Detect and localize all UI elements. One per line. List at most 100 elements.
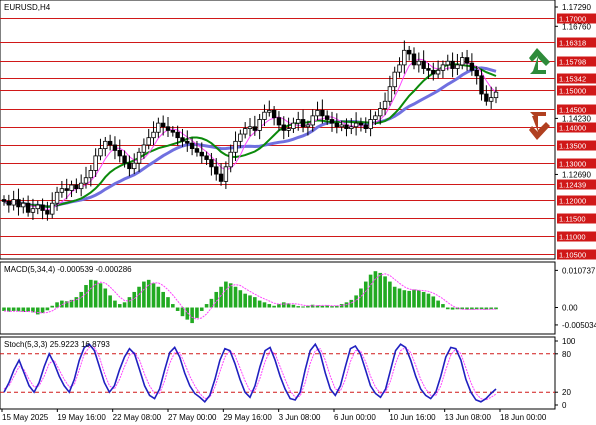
level-tag bbox=[557, 104, 596, 115]
candle-body bbox=[74, 184, 79, 190]
stoch-lines bbox=[0, 342, 555, 403]
macd-bar bbox=[60, 300, 64, 308]
macd-bar bbox=[315, 305, 320, 308]
macd-bar bbox=[55, 302, 59, 308]
candle-body bbox=[426, 68, 431, 71]
macd-bar bbox=[21, 307, 26, 313]
macd-bar bbox=[412, 289, 416, 308]
macd-bar bbox=[180, 307, 185, 317]
macd-bar bbox=[209, 298, 214, 308]
candle-body bbox=[402, 49, 407, 66]
candle-body bbox=[431, 69, 436, 75]
macd-bar bbox=[392, 286, 397, 308]
macd-bar bbox=[146, 279, 151, 308]
macd-bar bbox=[195, 307, 199, 318]
macd-bar bbox=[426, 293, 431, 308]
stoch-pane: Stoch(5,3,3) 25.9223 16.8793 bbox=[0, 336, 556, 410]
candle-body bbox=[40, 204, 45, 211]
macd-bar bbox=[397, 288, 402, 308]
macd-bar bbox=[373, 271, 378, 308]
level-lines bbox=[0, 18, 555, 255]
candle-body bbox=[479, 75, 484, 95]
macd-bar bbox=[224, 281, 228, 308]
macd-bar bbox=[98, 283, 103, 308]
candle-body bbox=[151, 131, 156, 139]
time-tick-label: 3 Jun 08:00 bbox=[279, 413, 321, 422]
macd-bar bbox=[484, 307, 489, 310]
ma-mid-line bbox=[3, 63, 497, 208]
up-arrow-icon bbox=[529, 48, 550, 74]
level-tag bbox=[557, 231, 596, 242]
candle-body bbox=[112, 144, 118, 151]
candle-body bbox=[25, 202, 31, 213]
candle-body bbox=[132, 162, 137, 170]
candle-body bbox=[329, 119, 335, 124]
stoch-k-line bbox=[3, 342, 497, 403]
macd-bar bbox=[199, 307, 204, 311]
macd-bar bbox=[277, 304, 281, 308]
level-tag bbox=[557, 73, 596, 84]
time-tick-label: 10 Jun 16:00 bbox=[389, 413, 436, 422]
candle-body bbox=[440, 64, 446, 71]
macd-bar bbox=[84, 285, 88, 308]
macd-bar bbox=[436, 300, 440, 308]
candles bbox=[1, 40, 499, 221]
macd-bar bbox=[354, 295, 358, 308]
macd-bar bbox=[137, 286, 141, 308]
candle-body bbox=[324, 115, 330, 120]
candle-body bbox=[136, 151, 142, 164]
time-tick-label: 19 May 16:00 bbox=[57, 413, 106, 422]
level-tag bbox=[557, 85, 596, 96]
price-axis: 1.17000 1.16318 1.15798 1.15342 1.15000 1.145… bbox=[555, 3, 596, 260]
candle-body bbox=[228, 151, 233, 168]
macd-histogram bbox=[2, 271, 498, 324]
candle-body bbox=[320, 109, 325, 117]
candle-body bbox=[262, 111, 267, 120]
candle-body bbox=[460, 57, 465, 66]
candle-body bbox=[64, 188, 69, 191]
candle-body bbox=[30, 208, 36, 213]
macd-signal-line bbox=[3, 273, 496, 320]
macd-bar bbox=[31, 307, 35, 313]
macd-bar bbox=[330, 306, 334, 308]
stoch-pane-frame bbox=[0, 336, 556, 410]
macd-bar bbox=[320, 305, 325, 308]
price-tick-label: 1.12690 bbox=[562, 170, 591, 179]
candle-body bbox=[170, 130, 176, 133]
macd-bar bbox=[421, 291, 426, 308]
macd-bar bbox=[175, 307, 180, 311]
candle-body bbox=[286, 128, 291, 131]
candle-body bbox=[445, 60, 450, 66]
candle-body bbox=[392, 71, 397, 88]
macd-bar bbox=[233, 286, 238, 308]
macd-bar bbox=[7, 307, 11, 312]
macd-bar bbox=[156, 286, 161, 308]
macd-bar bbox=[383, 276, 387, 308]
candle-body bbox=[271, 109, 277, 119]
macd-bar bbox=[325, 305, 329, 308]
candle-body bbox=[416, 60, 422, 66]
macd-bar bbox=[272, 305, 276, 308]
level-tag bbox=[557, 56, 596, 67]
level-tag bbox=[557, 249, 596, 260]
candle-body bbox=[455, 64, 460, 69]
candle-body bbox=[242, 128, 248, 135]
candle-body bbox=[373, 115, 378, 120]
candle-body bbox=[146, 137, 151, 146]
macd-bar bbox=[26, 307, 30, 312]
macd-bar bbox=[301, 306, 305, 308]
time-tick-label: 6 Jun 00:00 bbox=[334, 413, 376, 422]
macd-bar bbox=[69, 299, 74, 308]
candle-body bbox=[411, 53, 417, 66]
macd-bar bbox=[11, 307, 16, 311]
candle-body bbox=[194, 148, 200, 153]
macd-bar bbox=[306, 305, 310, 308]
candle-body bbox=[35, 204, 40, 210]
macd-bar bbox=[474, 307, 479, 310]
level-tag-label: 1.12439 bbox=[559, 181, 586, 190]
macd-bar bbox=[470, 307, 474, 310]
macd-bar bbox=[479, 307, 484, 310]
macd-bar bbox=[378, 272, 383, 308]
macd-bar bbox=[219, 286, 223, 308]
macd-tick-label: -0.005034 bbox=[562, 321, 596, 330]
